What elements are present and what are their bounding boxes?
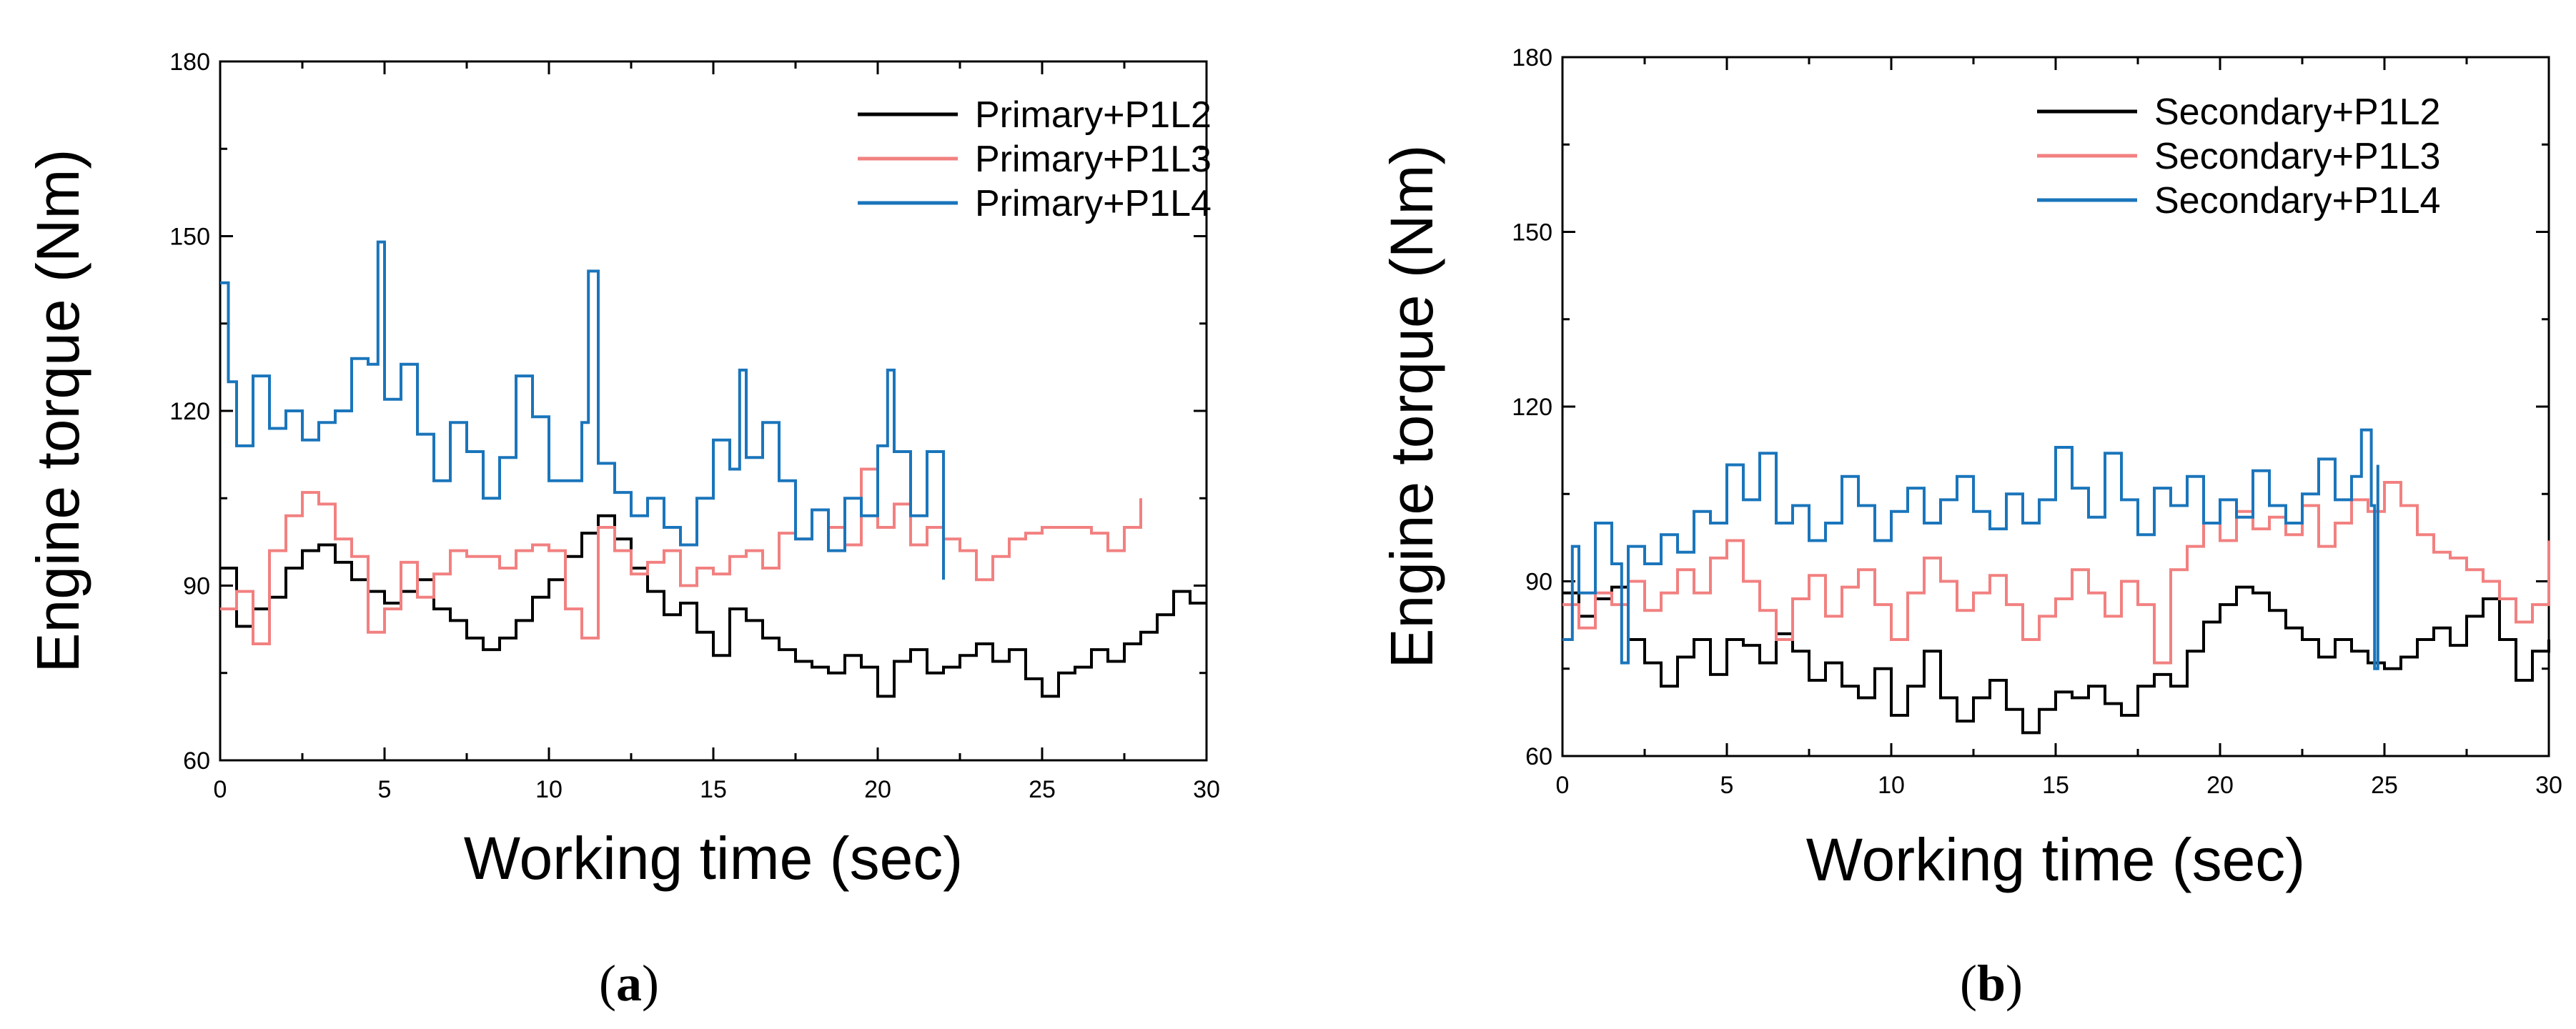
x-tick-label: 15 [2042,772,2069,799]
x-tick-label: 10 [1878,772,1905,799]
x-tick-label: 30 [1193,776,1220,803]
y-tick-label: 150 [1512,219,1552,247]
y-axis-title: Engine torque (Nm) [24,149,91,673]
x-tick-label: 25 [1029,776,1056,803]
x-axis-title: Working time (sec) [1806,826,2306,893]
y-tick-label: 120 [1512,394,1552,421]
y-tick-label: 90 [183,573,210,600]
y-axis-title: Engine torque (Nm) [1378,145,1445,669]
series-line-primary-p1l3 [220,467,1142,645]
y-tick-label: 120 [169,398,210,425]
y-tick-label: 180 [1512,44,1552,71]
x-tick-label: 30 [2535,772,2562,799]
y-tick-label: 60 [1525,743,1552,770]
series-line-secondary-p1l4 [1562,428,2379,670]
legend-label: Secondary+P1L3 [2154,136,2440,177]
x-tick-label: 0 [214,776,227,803]
x-tick-label: 15 [700,776,727,803]
y-tick-label: 150 [169,224,210,251]
x-tick-label: 10 [535,776,563,803]
series-line-secondary-p1l2 [1562,585,2550,735]
x-tick-label: 0 [1556,772,1570,799]
series-line-primary-p1l4 [220,240,945,580]
legend-label: Secondary+P1L4 [2154,180,2440,222]
x-tick-label: 5 [378,776,392,803]
series-line-secondary-p1l3 [1562,481,2550,665]
panel-label: (b) [1960,955,2023,1012]
series-line-primary-p1l2 [220,514,1207,698]
chart-panel-b: 0 5 10 15 20 25 30 60 90 120 150 180 Working time (s… [1378,44,2562,1012]
legend-label: Primary+P1L2 [975,94,1212,136]
y-tick-label: 180 [169,49,210,76]
panel-label: (a) [599,955,659,1012]
x-tick-label: 25 [2371,772,2398,799]
legend-label: Secondary+P1L2 [2154,91,2440,133]
x-axis-title: Working time (sec) [464,825,963,892]
y-tick-label: 90 [1525,569,1552,596]
legend-label: Primary+P1L4 [975,183,1212,224]
legend-label: Primary+P1L3 [975,139,1212,180]
x-tick-label: 5 [1720,772,1734,799]
x-tick-label: 20 [2206,772,2234,799]
x-tick-label: 20 [864,776,891,803]
chart-panel-a: 0 5 10 15 20 25 30 60 90 120 150 180 Working time (s… [24,49,1220,1012]
y-tick-label: 60 [183,747,210,775]
